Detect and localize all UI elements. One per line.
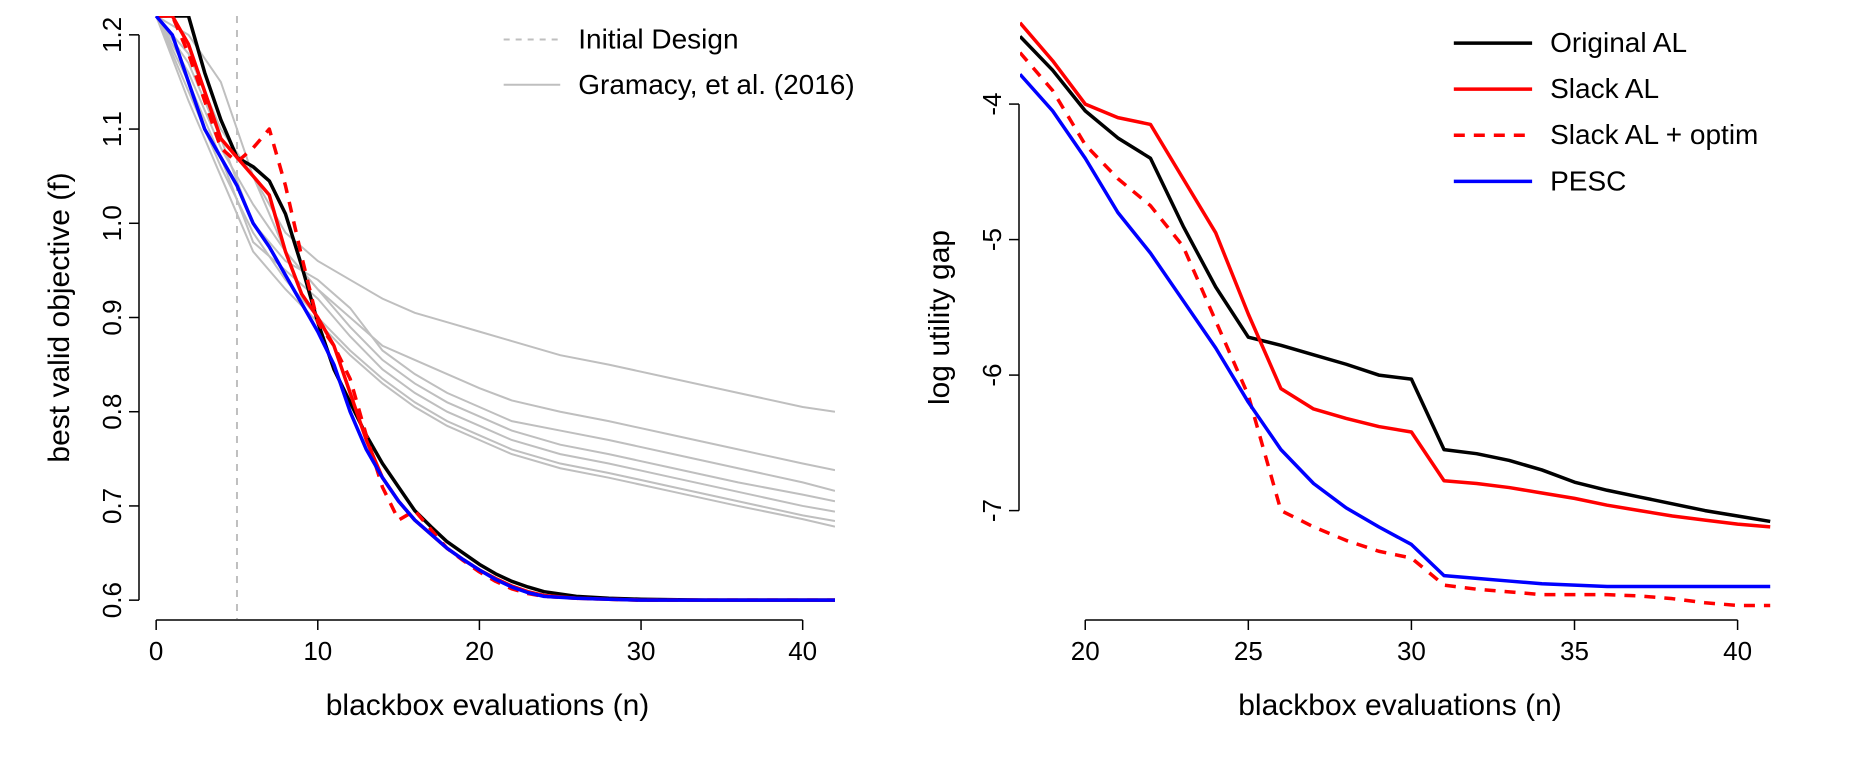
- y-tick-label: -7: [977, 499, 1007, 522]
- legend-label: Slack AL: [1550, 73, 1659, 104]
- series-line: [1020, 36, 1770, 521]
- y-tick-label: 0.9: [97, 299, 127, 335]
- legend-label: Slack AL + optim: [1550, 119, 1758, 150]
- x-tick-label: 30: [627, 636, 656, 666]
- left-panel: 0 10 20 30 40 0.6 0.7 0.8 0.9 1.0 1.1 1.2 blackbox e…: [0, 0, 928, 780]
- series-line: [156, 16, 835, 600]
- x-tick-label: 10: [303, 636, 332, 666]
- y-tick-label: -6: [977, 364, 1007, 387]
- legend-label: Initial Design: [578, 24, 738, 55]
- y-axis-label: log utility gap: [928, 230, 956, 405]
- y-tick-label: 1.1: [97, 111, 127, 147]
- y-tick-label: 0.7: [97, 488, 127, 524]
- legend-label: PESC: [1550, 165, 1626, 196]
- y-axis-label: best valid objective (f): [43, 172, 76, 462]
- legend: Original AL Slack AL Slack AL + optim PESC: [1454, 27, 1759, 196]
- x-tick-label: 35: [1560, 636, 1589, 666]
- y-tick-label: -5: [977, 228, 1007, 251]
- x-axis-label: blackbox evaluations (n): [1238, 689, 1562, 722]
- legend-label: Original AL: [1550, 27, 1687, 58]
- y-tick-label: 0.6: [97, 582, 127, 618]
- x-tick-label: 0: [149, 636, 163, 666]
- x-tick-label: 40: [1723, 636, 1752, 666]
- legend: Initial Design Gramacy, et al. (2016): [504, 24, 855, 100]
- y-tick-label: 1.2: [97, 17, 127, 53]
- y-tick-label: 0.8: [97, 394, 127, 430]
- figure: 0 10 20 30 40 0.6 0.7 0.8 0.9 1.0 1.1 1.2 blackbox e…: [0, 0, 1857, 780]
- series-line: [156, 16, 835, 600]
- x-tick-label: 20: [465, 636, 494, 666]
- right-panel: 20 25 30 35 40 -7 -6 -5 -4 blackbox evaluations (…: [928, 0, 1857, 780]
- x-tick-label: 25: [1234, 636, 1263, 666]
- series-line: [156, 16, 835, 600]
- x-tick-label: 20: [1071, 636, 1100, 666]
- y-tick-label: 1.0: [97, 205, 127, 241]
- x-tick-label: 30: [1397, 636, 1426, 666]
- x-tick-label: 40: [788, 636, 817, 666]
- series-line: [156, 16, 835, 600]
- y-tick-label: -4: [977, 93, 1007, 116]
- series-group: [1020, 23, 1770, 606]
- series-line: [1020, 74, 1770, 586]
- x-axis-label: blackbox evaluations (n): [326, 689, 650, 722]
- series-group: [156, 16, 835, 600]
- legend-label: Gramacy, et al. (2016): [578, 69, 854, 100]
